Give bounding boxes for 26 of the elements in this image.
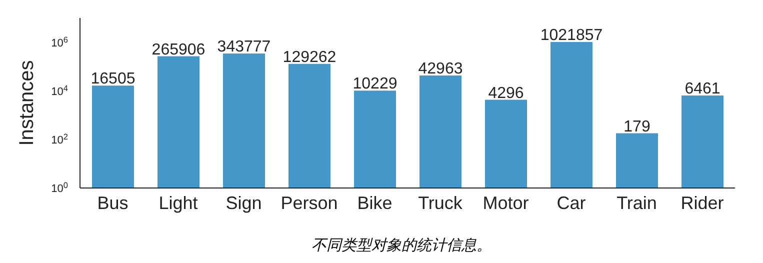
x-tick-label: Truck: [418, 192, 464, 213]
text: 不同类型对象的统计信息。: [310, 236, 492, 255]
x-tick-label: Sign: [226, 192, 262, 213]
y-tick-label: 10$^{2}$: [51, 132, 68, 146]
x-tick-label: Rider: [680, 192, 724, 213]
data-label: 1021857: [540, 27, 603, 44]
data-label: 42963: [418, 60, 463, 78]
data-label: 4296: [488, 84, 524, 102]
data-label: 179: [624, 118, 650, 136]
x-tick-label: Train: [616, 192, 657, 213]
data-label: 6461: [684, 80, 720, 98]
x-tick-label: Person: [280, 192, 338, 213]
data-label: 343777: [217, 38, 271, 56]
y-axis-title: Instances: [16, 60, 38, 146]
x-tick-label: Bike: [357, 192, 392, 213]
y-tick-label: 10$^{6}$: [51, 34, 68, 50]
x-tick-label: Light: [158, 192, 198, 213]
x-tick-label: Motor: [482, 192, 529, 213]
data-label: 16505: [90, 70, 136, 88]
data-label: 129262: [282, 48, 336, 66]
data-label: 265906: [152, 41, 206, 58]
x-tick-label: Car: [556, 192, 586, 213]
y-tick-label: 10$^{4}$: [51, 83, 68, 98]
x-tick-label: Bus: [97, 192, 128, 213]
data-label: 10229: [352, 76, 398, 93]
y-tick-label: 10$^{0}$: [51, 180, 68, 195]
